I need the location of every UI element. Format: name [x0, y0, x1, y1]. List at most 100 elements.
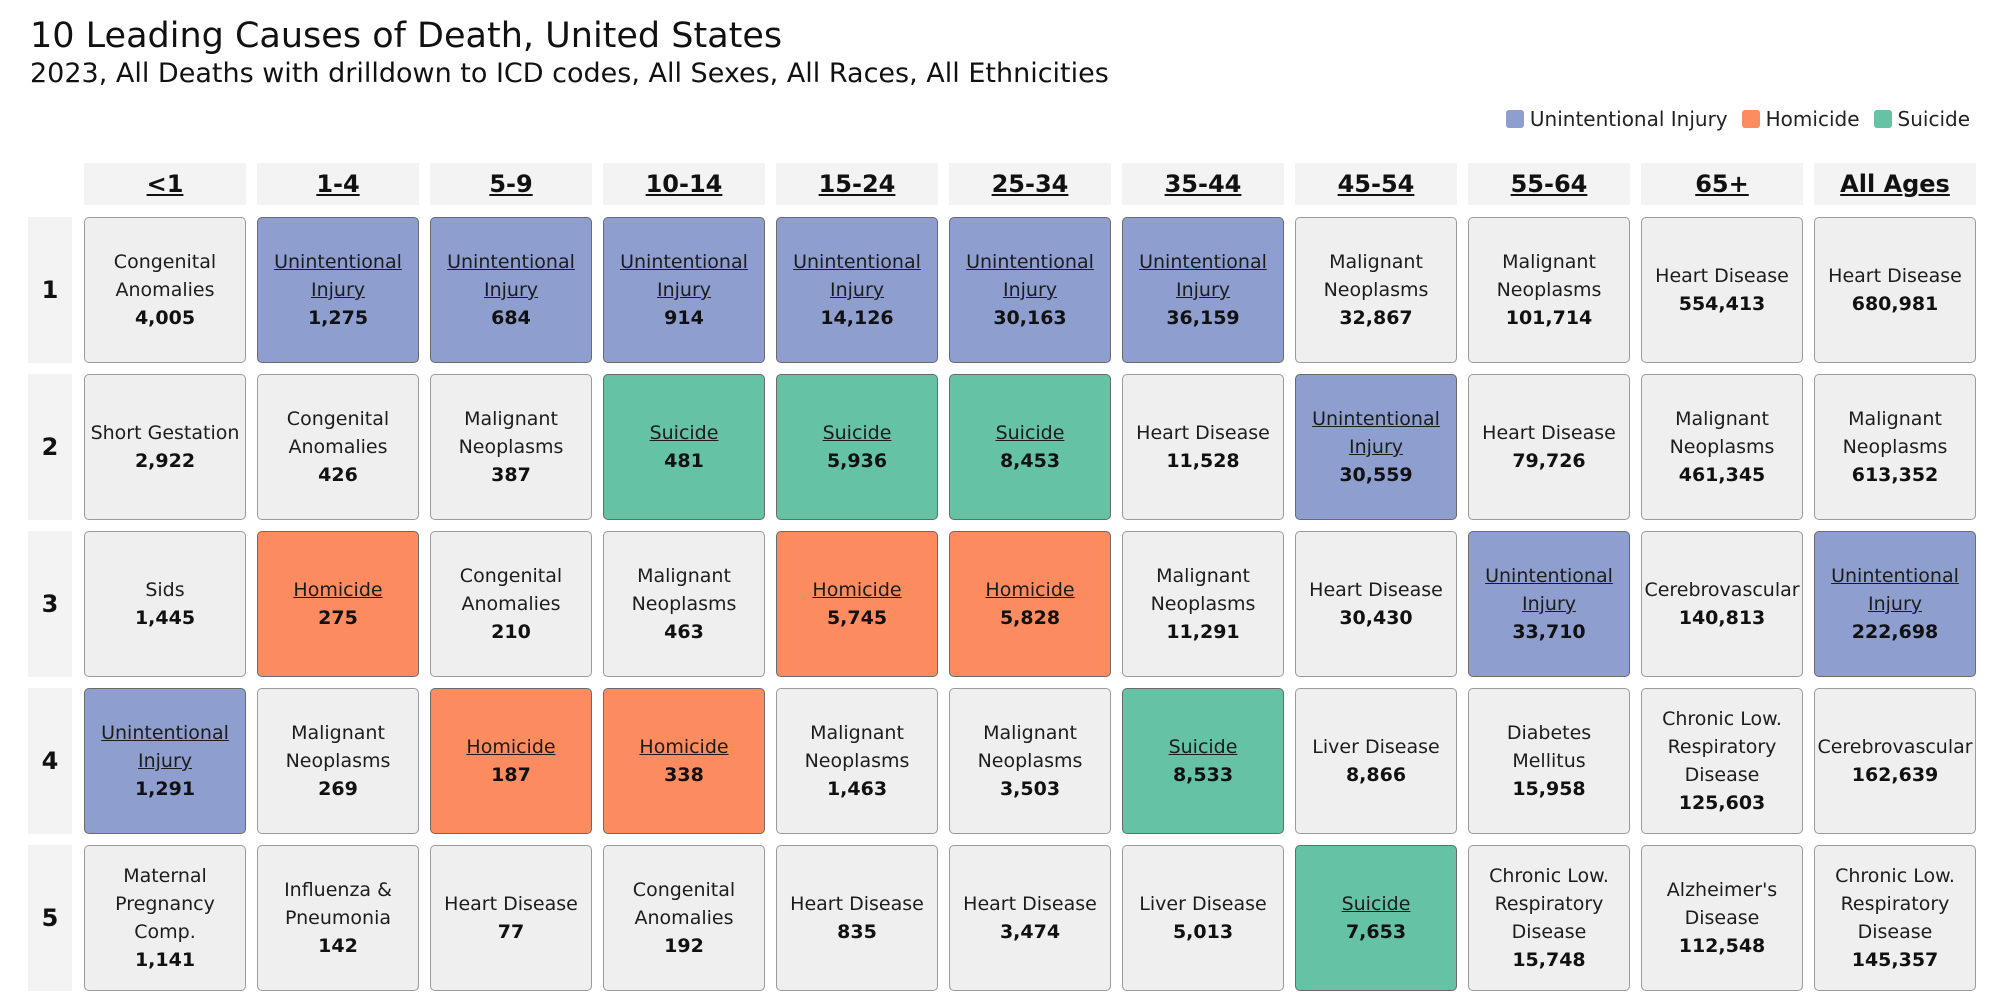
cause-cell[interactable]: Suicide 7,653 — [1295, 845, 1457, 991]
cause-cell[interactable]: Liver Disease 5,013 — [1122, 845, 1284, 991]
death-count: 33,710 — [1512, 621, 1586, 643]
cause-cell[interactable]: Maternal Pregnancy Comp. 1,141 — [84, 845, 246, 991]
cause-cell[interactable]: Heart Disease 79,726 — [1468, 374, 1630, 520]
cause-cell[interactable]: Malignant Neoplasms 1,463 — [776, 688, 938, 834]
cause-cell[interactable]: Malignant Neoplasms 101,714 — [1468, 217, 1630, 363]
cause-cell[interactable]: Unintentional Injury 14,126 — [776, 217, 938, 363]
cause-cell[interactable]: Unintentional Injury 684 — [430, 217, 592, 363]
cause-cell[interactable]: Cerebrovascular 140,813 — [1641, 531, 1803, 677]
death-count: 192 — [664, 935, 704, 957]
legend-item-unintentional-injury[interactable]: Unintentional Injury — [1505, 104, 1728, 134]
column-header-under-1[interactable]: <1 — [84, 163, 246, 205]
cause-cell[interactable]: Unintentional Injury 222,698 — [1814, 531, 1976, 677]
death-count: 142 — [318, 935, 358, 957]
cause-name: Congenital Anomalies — [286, 408, 390, 458]
death-count: 3,503 — [999, 778, 1061, 800]
cause-cell[interactable]: Heart Disease 3,474 — [949, 845, 1111, 991]
cause-cell[interactable]: Congenital Anomalies 426 — [257, 374, 419, 520]
cause-name: Malignant Neoplasms — [1323, 251, 1429, 301]
cause-name: Chronic Low. Respiratory Disease — [1835, 865, 1955, 943]
death-count: 145,357 — [1851, 949, 1939, 971]
cause-cell[interactable]: Heart Disease 30,430 — [1295, 531, 1457, 677]
cause-cell[interactable]: Heart Disease 554,413 — [1641, 217, 1803, 363]
cause-name: Unintentional Injury — [620, 251, 748, 301]
cause-cell[interactable]: Malignant Neoplasms 463 — [603, 531, 765, 677]
cause-cell[interactable]: Malignant Neoplasms 11,291 — [1122, 531, 1284, 677]
death-count: 11,528 — [1166, 450, 1240, 472]
cause-cell[interactable]: Homicide 338 — [603, 688, 765, 834]
cause-cell[interactable]: Malignant Neoplasms 387 — [430, 374, 592, 520]
cause-cell[interactable]: Congenital Anomalies 4,005 — [84, 217, 246, 363]
cause-cell[interactable]: Malignant Neoplasms 269 — [257, 688, 419, 834]
legend-swatch-homicide — [1741, 110, 1760, 128]
cause-cell[interactable]: Unintentional Injury 1,275 — [257, 217, 419, 363]
cause-cell[interactable]: Chronic Low. Respiratory Disease 125,603 — [1641, 688, 1803, 834]
cause-name: Homicide — [466, 736, 556, 758]
cause-cell[interactable]: Homicide 5,745 — [776, 531, 938, 677]
cause-cell[interactable]: Suicide 8,533 — [1122, 688, 1284, 834]
column-header-65[interactable]: 65+ — [1641, 163, 1803, 205]
death-count: 387 — [491, 464, 531, 486]
cause-name: Heart Disease — [444, 893, 578, 915]
cause-cell[interactable]: Diabetes Mellitus 15,958 — [1468, 688, 1630, 834]
column-header-55-64[interactable]: 55-64 — [1468, 163, 1630, 205]
cause-cell[interactable]: Homicide 275 — [257, 531, 419, 677]
death-count: 4,005 — [134, 307, 196, 329]
cause-cell[interactable]: Influenza & Pneumonia 142 — [257, 845, 419, 991]
cause-name: Cerebrovascular — [1817, 736, 1973, 758]
column-header-10-14[interactable]: 10-14 — [603, 163, 765, 205]
death-count: 5,828 — [999, 607, 1061, 629]
death-count: 269 — [318, 778, 358, 800]
death-count: 30,559 — [1339, 464, 1413, 486]
death-count: 338 — [664, 764, 704, 786]
death-count: 914 — [664, 307, 704, 329]
death-count: 36,159 — [1166, 307, 1240, 329]
column-header-45-54[interactable]: 45-54 — [1295, 163, 1457, 205]
cause-name: Heart Disease — [963, 893, 1097, 915]
cause-cell[interactable]: Unintentional Injury 914 — [603, 217, 765, 363]
cause-cell[interactable]: Congenital Anomalies 210 — [430, 531, 592, 677]
cause-name: Unintentional Injury — [966, 251, 1094, 301]
cause-cell[interactable]: Sids 1,445 — [84, 531, 246, 677]
cause-cell[interactable]: Heart Disease 680,981 — [1814, 217, 1976, 363]
cause-cell[interactable]: Unintentional Injury 30,163 — [949, 217, 1111, 363]
cause-cell[interactable]: Short Gestation 2,922 — [84, 374, 246, 520]
column-header-15-24[interactable]: 15-24 — [776, 163, 938, 205]
cause-cell[interactable]: Homicide 5,828 — [949, 531, 1111, 677]
cause-cell[interactable]: Heart Disease 835 — [776, 845, 938, 991]
cause-cell[interactable]: Suicide 5,936 — [776, 374, 938, 520]
cause-cell[interactable]: Malignant Neoplasms 3,503 — [949, 688, 1111, 834]
cause-cell[interactable]: Heart Disease 11,528 — [1122, 374, 1284, 520]
cause-cell[interactable]: Malignant Neoplasms 613,352 — [1814, 374, 1976, 520]
cause-cell[interactable]: Unintentional Injury 36,159 — [1122, 217, 1284, 363]
cause-cell[interactable]: Unintentional Injury 30,559 — [1295, 374, 1457, 520]
cause-cell[interactable]: Liver Disease 8,866 — [1295, 688, 1457, 834]
cause-name: Influenza & Pneumonia — [284, 879, 392, 929]
cause-cell[interactable]: Suicide 481 — [603, 374, 765, 520]
legend-item-homicide[interactable]: Homicide — [1741, 104, 1860, 134]
cause-cell[interactable]: Heart Disease 77 — [430, 845, 592, 991]
cause-name: Homicide — [812, 579, 902, 601]
cause-name: Liver Disease — [1139, 893, 1267, 915]
column-header-5-9[interactable]: 5-9 — [430, 163, 592, 205]
cause-cell[interactable]: Chronic Low. Respiratory Disease 145,357 — [1814, 845, 1976, 991]
cause-cell[interactable]: Congenital Anomalies 192 — [603, 845, 765, 991]
death-count: 680,981 — [1851, 293, 1939, 315]
column-header-25-34[interactable]: 25-34 — [949, 163, 1111, 205]
cause-cell[interactable]: Homicide 187 — [430, 688, 592, 834]
cause-cell[interactable]: Chronic Low. Respiratory Disease 15,748 — [1468, 845, 1630, 991]
column-header-35-44[interactable]: 35-44 — [1122, 163, 1284, 205]
cause-name: Congenital Anomalies — [459, 565, 563, 615]
cause-cell[interactable]: Malignant Neoplasms 461,345 — [1641, 374, 1803, 520]
cause-name: Heart Disease — [790, 893, 924, 915]
cause-cell[interactable]: Suicide 8,453 — [949, 374, 1111, 520]
column-header-1-4[interactable]: 1-4 — [257, 163, 419, 205]
column-header-all-ages[interactable]: All Ages — [1814, 163, 1976, 205]
legend-item-suicide[interactable]: Suicide — [1873, 104, 1970, 134]
cause-cell[interactable]: Unintentional Injury 33,710 — [1468, 531, 1630, 677]
cause-cell[interactable]: Alzheimer's Disease 112,548 — [1641, 845, 1803, 991]
cause-cell[interactable]: Unintentional Injury 1,291 — [84, 688, 246, 834]
cause-cell[interactable]: Cerebrovascular 162,639 — [1814, 688, 1976, 834]
cause-name: Malignant Neoplasms — [631, 565, 737, 615]
cause-cell[interactable]: Malignant Neoplasms 32,867 — [1295, 217, 1457, 363]
